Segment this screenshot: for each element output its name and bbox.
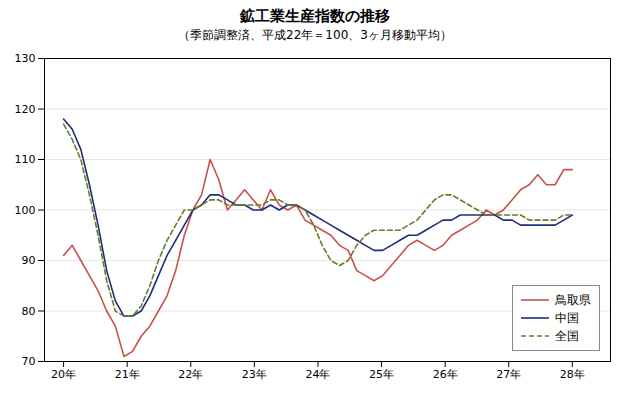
svg-text:21年: 21年 <box>115 368 140 381</box>
svg-text:20年: 20年 <box>51 368 76 381</box>
html-text:中国: 中国 <box>555 311 579 325</box>
html-text:鳥取県: 鳥取県 <box>555 293 591 307</box>
svg-text:110: 110 <box>15 153 36 166</box>
svg-text:23年: 23年 <box>242 368 267 381</box>
svg-text:130: 130 <box>15 52 36 65</box>
svg-text:25年: 25年 <box>369 368 394 381</box>
svg-text:24年: 24年 <box>305 368 330 381</box>
html-text:（季節調整済、平成22年＝100、3ヶ月移動平均）: （季節調整済、平成22年＝100、3ヶ月移動平均） <box>178 28 452 42</box>
svg-text:27年: 27年 <box>496 368 521 381</box>
svg-text:22年: 22年 <box>178 368 203 381</box>
svg-text:80: 80 <box>22 305 36 318</box>
html-text:全国: 全国 <box>555 329 579 343</box>
html-text:鉱工業生産指数の推移: 鉱工業生産指数の推移 <box>240 7 390 25</box>
svg-text:28年: 28年 <box>560 368 585 381</box>
svg-text:120: 120 <box>15 103 36 116</box>
svg-text:90: 90 <box>22 254 36 267</box>
svg-text:100: 100 <box>15 204 36 217</box>
svg-text:26年: 26年 <box>433 368 458 381</box>
svg-text:70: 70 <box>22 355 36 368</box>
